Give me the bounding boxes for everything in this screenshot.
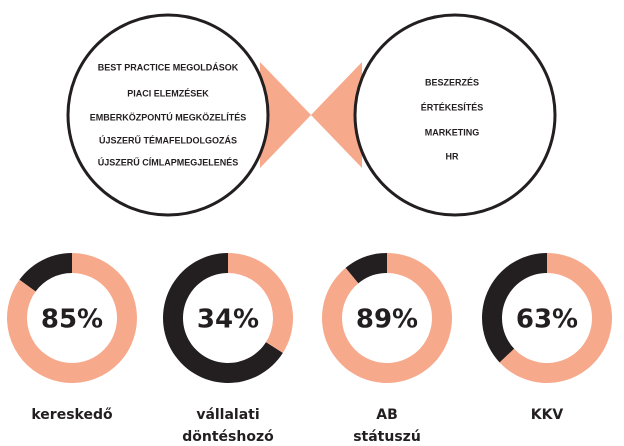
left-item: BEST PRACTICE MEGOLDÁSOK xyxy=(98,62,239,72)
donut-rest xyxy=(19,253,72,292)
category-label: KKV xyxy=(531,407,564,423)
category-label: AB xyxy=(376,407,398,423)
category-label: vállalati xyxy=(196,407,259,423)
connector-left xyxy=(260,62,311,168)
donut-rest xyxy=(481,253,547,363)
connector-right xyxy=(311,62,362,168)
donut-rest xyxy=(163,253,283,383)
category-label: státuszú xyxy=(353,429,421,445)
right-circle xyxy=(353,13,557,217)
donut-value xyxy=(499,253,613,383)
right-item: ÉRTÉKESÍTÉS xyxy=(421,102,484,112)
category-label: döntéshozó xyxy=(182,429,274,445)
donut-label: 85% xyxy=(41,305,103,335)
category-label: kereskedő xyxy=(31,407,113,423)
donut-value xyxy=(6,253,137,383)
left-item: PIACI ELEMZÉSEK xyxy=(127,88,209,98)
left-item: EMBERKÖZPONTÚ MEGKÖZELÍTÉS xyxy=(90,111,247,122)
left-item: ÚJSZERŰ CÍMLAPMEGJELENÉS xyxy=(98,156,239,167)
donut-label: 63% xyxy=(516,305,578,335)
right-item: HR xyxy=(446,151,459,161)
donut-label: 89% xyxy=(356,305,418,335)
donut-rest xyxy=(345,253,387,284)
right-item: BESZERZÉS xyxy=(425,77,479,87)
left-circle xyxy=(66,13,270,217)
right-item: MARKETING xyxy=(425,127,480,137)
donut-value xyxy=(321,253,452,383)
left-item: ÚJSZERŰ TÉMAFELDOLGOZÁS xyxy=(99,134,237,145)
donut-value xyxy=(228,253,293,353)
donut-label: 34% xyxy=(197,305,259,335)
